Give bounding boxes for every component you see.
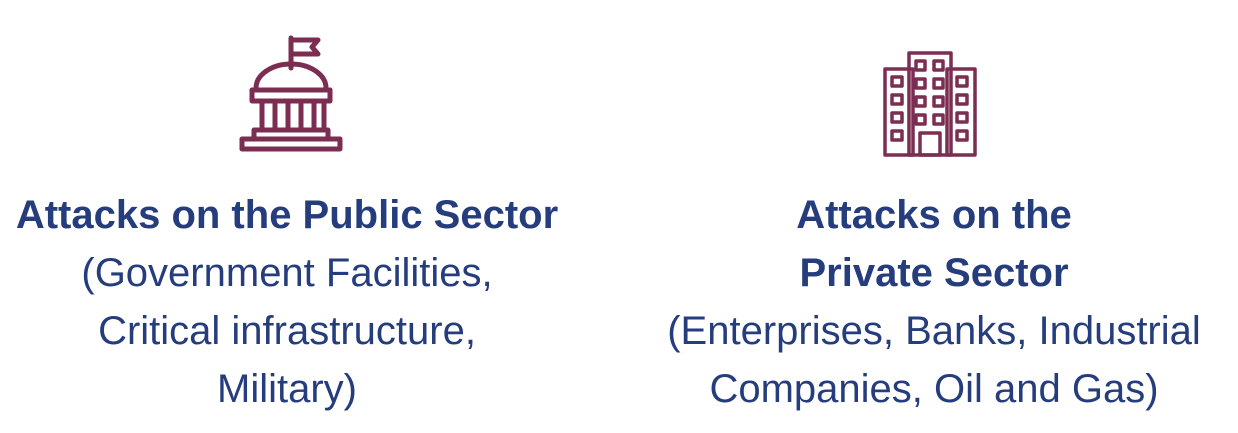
public-sector-title: Attacks on the Public Sector: [0, 186, 574, 244]
private-sector-title: Attacks on the Private Sector: [630, 186, 1238, 302]
public-sector-title-text: Attacks on the Public Sector: [15, 193, 559, 237]
public-sector-desc-line: Military): [217, 367, 357, 411]
office-building-icon: [883, 51, 977, 157]
government-building-icon: [239, 35, 343, 152]
public-sector-description: (Government Facilities, Critical infrast…: [0, 244, 574, 418]
private-sector-title-line: Private Sector: [799, 251, 1069, 295]
private-sector-desc-line: Companies, Oil and Gas): [709, 367, 1159, 411]
private-sector-title-line: Attacks on the: [796, 193, 1072, 237]
public-sector-desc-line: Critical infrastructure,: [98, 309, 476, 353]
public-sector-desc-line: (Government Facilities,: [81, 251, 493, 295]
private-sector-desc-line: (Enterprises, Banks, Industrial: [667, 309, 1201, 353]
private-sector-description: (Enterprises, Banks, Industrial Companie…: [630, 302, 1238, 418]
